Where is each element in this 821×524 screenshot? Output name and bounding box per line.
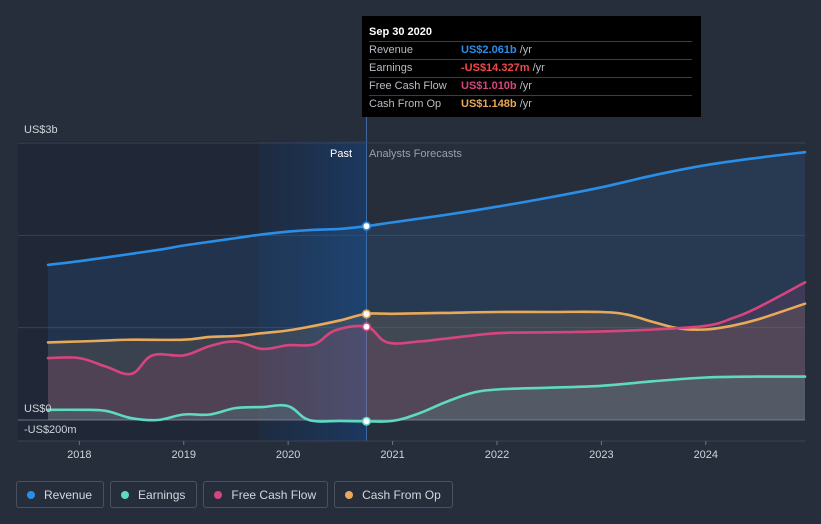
earnings-line (46, 375, 807, 423)
tooltip-unit: /yr (532, 62, 545, 74)
cash-from-op-area (48, 303, 805, 420)
past-highlight-band (258, 141, 367, 441)
x-tick-label: 2024 (694, 449, 718, 461)
x-tick-label: 2022 (485, 449, 509, 461)
tooltip-row-free-cash-flow: Free Cash Flow US$1.010b /yr (369, 77, 692, 95)
tooltip-value: US$1.148b (461, 98, 517, 110)
tooltip-value: -US$14.327m (461, 62, 530, 74)
legend-label: Free Cash Flow (231, 487, 317, 502)
earnings-area (48, 376, 805, 422)
x-tick-label: 2020 (276, 449, 300, 461)
y-label-min: -US$200m (24, 424, 77, 436)
legend-dot-icon (345, 490, 354, 499)
tooltip-value: US$2.061b (461, 44, 517, 56)
free-cash-flow-highlight-point (361, 322, 372, 332)
revenue-area (48, 152, 805, 420)
tooltip-row-earnings: Earnings -US$14.327m /yr (369, 59, 692, 77)
y-label-top: US$3b (24, 124, 58, 136)
legend-item-free-cash-flow[interactable]: Free Cash Flow (203, 481, 329, 508)
legend-item-earnings[interactable]: Earnings (110, 481, 198, 508)
earnings-highlight-point (361, 416, 372, 426)
tooltip-unit: /yr (519, 80, 532, 92)
x-tick-label: 2021 (380, 449, 404, 461)
cash-from-op-highlight-point (361, 309, 372, 319)
legend-label: Revenue (44, 487, 93, 502)
y-label-zero: US$0 (24, 403, 52, 415)
past-label: Past (330, 148, 352, 160)
legend-label: Cash From Op (362, 487, 441, 502)
tooltip-unit: /yr (519, 44, 532, 56)
legend: Revenue Earnings Free Cash Flow Cash Fro… (16, 481, 453, 508)
legend-dot-icon (214, 490, 223, 499)
legend-dot-icon (27, 490, 35, 499)
tooltip-row-revenue: Revenue US$2.061b /yr (369, 41, 692, 59)
forecast-label: Analysts Forecasts (369, 148, 462, 160)
x-tick-label: 2018 (67, 449, 91, 461)
tooltip-label: Cash From Op (369, 98, 442, 110)
tooltip-label: Earnings (369, 62, 413, 74)
legend-dot-icon (121, 490, 130, 499)
revenue-highlight-point (361, 221, 372, 231)
legend-label: Earnings (138, 487, 186, 502)
tooltip-label: Free Cash Flow (369, 80, 447, 92)
legend-item-cash-from-op[interactable]: Cash From Op (334, 481, 453, 508)
x-tick-label: 2019 (171, 449, 195, 461)
tooltip-row-cash-from-op: Cash From Op US$1.148b /yr (369, 95, 692, 113)
revenue-line (46, 150, 807, 267)
tooltip-unit: /yr (519, 98, 532, 110)
tooltip: Sep 30 2020 Revenue US$2.061b /yr Earnin… (362, 16, 701, 117)
legend-item-revenue[interactable]: Revenue (16, 481, 105, 508)
x-tick-label: 2023 (589, 449, 613, 461)
free-cash-flow-line (46, 281, 807, 376)
tooltip-label: Revenue (369, 44, 414, 56)
tooltip-value: US$1.010b (461, 80, 517, 92)
tooltip-date: Sep 30 2020 (369, 26, 432, 38)
